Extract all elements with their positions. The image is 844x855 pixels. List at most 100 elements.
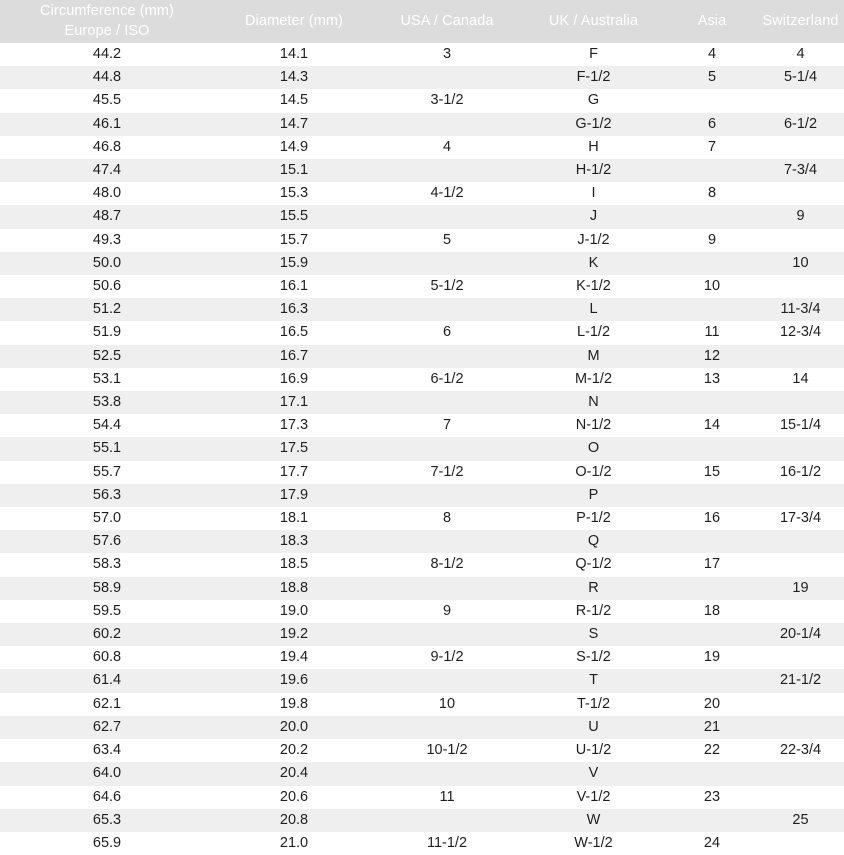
cell-asia: 5	[707, 69, 717, 86]
table-row: 65.3 20.8 W 25	[0, 808, 844, 832]
cell-usa_canada	[374, 113, 520, 136]
cell-usa_canada: 3	[442, 46, 452, 62]
cell-asia: 14	[703, 417, 721, 434]
cell-switzerland: 17-3/4	[779, 510, 822, 527]
cell-switzerland: 5-1/4	[783, 69, 818, 86]
cell-usa_canada: 4	[442, 138, 452, 155]
cell-diameter: 17.5	[279, 440, 309, 457]
cell-diameter: 17.7	[279, 463, 309, 480]
cell-diameter: 14.9	[279, 138, 309, 155]
cell-asia	[667, 809, 757, 832]
table-row: 53.8 17.1 N	[0, 391, 844, 415]
table-row: 54.4 17.3 7 N-1/2 14 15-1/4	[0, 414, 844, 438]
table-header: Circumference (mm) Europe / ISO Diameter (…	[0, 0, 844, 43]
table-row: 65.9 21.0 11-1/2 W-1/2 24	[0, 831, 844, 855]
cell-uk_australia: Q	[587, 533, 600, 550]
cell-usa_canada: 7	[442, 417, 452, 434]
cell-usa_canada: 11	[439, 788, 455, 805]
cell-diameter: 18.1	[279, 510, 309, 527]
cell-asia: 7	[707, 138, 717, 155]
table-row: 62.1 19.8 10 T-1/2 20	[0, 692, 844, 716]
cell-usa_canada	[374, 298, 520, 321]
cell-circumference: 63.4	[92, 742, 122, 759]
cell-uk_australia: J-1/2	[577, 231, 610, 248]
table-row: 58.9 18.8 R 19	[0, 576, 844, 600]
cell-switzerland	[757, 229, 844, 252]
cell-uk_australia: H-1/2	[575, 162, 612, 179]
cell-asia: 21	[703, 718, 721, 735]
table-row: 53.1 16.9 6-1/2 M-1/2 13 14	[0, 367, 844, 392]
cell-asia: 9	[707, 231, 717, 248]
table-row: 47.4 15.1 H-1/2 7-3/4	[0, 159, 844, 183]
cell-usa_canada	[374, 437, 520, 460]
cell-uk_australia: V-1/2	[576, 788, 611, 805]
cell-usa_canada	[374, 809, 520, 832]
cell-usa_canada	[374, 391, 520, 414]
cell-circumference: 51.2	[92, 301, 122, 318]
cell-circumference: 64.0	[92, 765, 122, 782]
cell-circumference: 50.6	[92, 278, 122, 295]
cell-circumference: 62.1	[92, 695, 122, 712]
cell-switzerland	[757, 646, 844, 669]
cell-uk_australia: L-1/2	[576, 324, 611, 341]
cell-asia	[667, 89, 757, 112]
table-row: 62.7 20.0 U 21	[0, 715, 844, 740]
cell-switzerland: 25	[792, 811, 809, 828]
cell-diameter: 20.6	[279, 788, 309, 805]
cell-uk_australia: K-1/2	[576, 278, 611, 295]
cell-usa_canada: 10-1/2	[426, 742, 468, 759]
cell-asia: 22	[703, 742, 721, 759]
cell-diameter: 14.1	[279, 46, 309, 62]
cell-switzerland	[757, 762, 844, 785]
cell-asia: 8	[707, 185, 717, 202]
cell-usa_canada	[374, 762, 520, 785]
cell-switzerland: 12-3/4	[779, 324, 822, 341]
table-row: 45.5 14.5 3-1/2 G	[0, 89, 844, 113]
cell-switzerland: 4	[796, 46, 805, 62]
cell-switzerland: 11-3/4	[780, 301, 821, 318]
cell-circumference: 54.4	[92, 417, 122, 434]
cell-usa_canada: 5	[442, 231, 452, 248]
cell-switzerland: 19	[792, 579, 809, 596]
cell-uk_australia: U	[588, 718, 599, 735]
cell-switzerland	[757, 600, 844, 623]
cell-diameter: 17.3	[279, 417, 309, 434]
table-row: 61.4 19.6 T 21-1/2	[0, 669, 844, 693]
table-row: 49.3 15.7 5 J-1/2 9	[0, 228, 844, 252]
cell-switzerland	[757, 786, 844, 809]
cell-usa_canada: 10	[438, 695, 456, 712]
cell-circumference: 53.8	[92, 394, 122, 411]
table-row: 50.0 15.9 K 10	[0, 251, 844, 276]
cell-usa_canada	[374, 159, 520, 182]
cell-switzerland: 9	[796, 208, 805, 225]
table-row: 55.7 17.7 7-1/2 O-1/2 15 16-1/2	[0, 460, 844, 484]
cell-circumference: 46.1	[92, 115, 122, 132]
cell-circumference: 60.8	[92, 649, 122, 666]
cell-switzerland	[757, 345, 844, 368]
cell-switzerland: 15-1/4	[779, 417, 822, 434]
cell-switzerland	[757, 832, 844, 855]
table-row: 46.8 14.9 4 H 7	[0, 135, 844, 160]
cell-switzerland	[757, 437, 844, 460]
cell-circumference: 44.2	[92, 46, 122, 62]
cell-circumference: 59.5	[92, 602, 122, 619]
table-row: 44.2 14.1 3 F 4 4	[0, 43, 844, 67]
table-row: 56.3 17.9 P	[0, 483, 844, 508]
cell-usa_canada: 8-1/2	[430, 556, 464, 573]
cell-circumference: 52.5	[92, 347, 122, 364]
cell-uk_australia: O-1/2	[575, 463, 612, 480]
table-row: 58.3 18.5 8-1/2 Q-1/2 17	[0, 553, 844, 577]
cell-circumference: 48.7	[92, 208, 122, 225]
table-row: 57.0 18.1 8 P-1/2 16 17-3/4	[0, 507, 844, 531]
cell-diameter: 16.9	[279, 370, 309, 387]
cell-uk_australia: W-1/2	[574, 834, 613, 851]
cell-switzerland	[757, 391, 844, 414]
cell-switzerland	[757, 716, 844, 739]
cell-usa_canada	[374, 530, 520, 553]
cell-uk_australia: R	[588, 579, 599, 596]
table-row: 57.6 18.3 Q	[0, 530, 844, 554]
cell-diameter: 19.6	[279, 672, 309, 689]
cell-uk_australia: M-1/2	[574, 370, 613, 387]
table-row: 63.4 20.2 10-1/2 U-1/2 22 22-3/4	[0, 739, 844, 763]
cell-asia	[667, 391, 757, 414]
